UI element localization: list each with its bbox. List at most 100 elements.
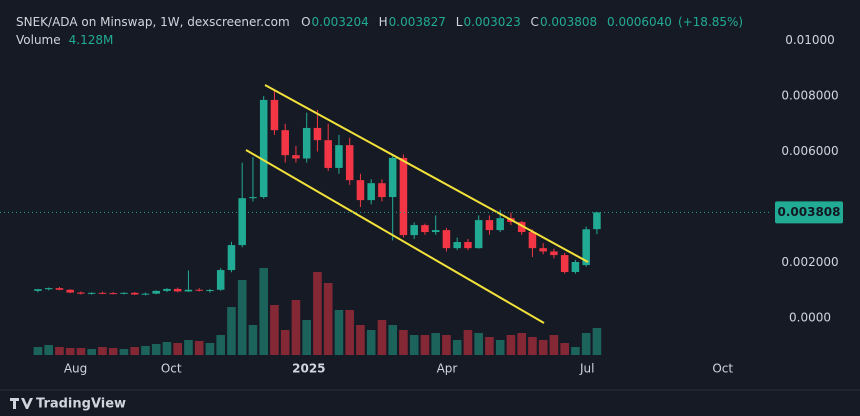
change-percent: (+18.85%): [677, 15, 744, 29]
volume-bar: [452, 339, 462, 355]
candle-body: [528, 232, 537, 249]
candle-body: [44, 288, 53, 290]
candle-body: [571, 262, 580, 273]
volume-bar: [399, 329, 408, 355]
candle-body: [163, 288, 171, 291]
volume-bar: [141, 346, 150, 355]
candle-body: [474, 220, 483, 249]
candle-body: [453, 242, 461, 249]
candle-body: [292, 155, 300, 159]
volume-bar: [44, 344, 53, 355]
candle-body: [206, 290, 214, 292]
watermark: TradingView: [36, 397, 126, 412]
x-tick-label: Oct: [161, 362, 182, 376]
volume-bar: [87, 349, 96, 355]
tradingview-logo: [10, 398, 33, 409]
volume-bar: [506, 334, 516, 355]
low-key: L: [455, 15, 463, 29]
candle-body: [87, 292, 96, 294]
x-tick-label: Jul: [579, 362, 594, 376]
open-value: 0.003204: [311, 15, 369, 29]
candle-body: [130, 292, 139, 295]
volume-bar: [474, 332, 483, 355]
logo-icon: [10, 398, 33, 409]
candle-body: [141, 293, 150, 295]
candle-body: [184, 289, 193, 292]
candle-body: [34, 289, 42, 291]
volume-bar: [581, 332, 591, 355]
volume-bar: [119, 349, 129, 355]
candle-body: [120, 292, 128, 294]
candle-body: [335, 145, 343, 168]
trend-line-upper: [264, 84, 589, 263]
volume-bar: [55, 347, 64, 355]
volume-bar: [538, 339, 548, 355]
candle-body: [496, 218, 504, 231]
candle-body: [356, 180, 365, 201]
volume-bar: [33, 347, 43, 355]
volume-bar: [366, 329, 376, 355]
volume-bar: [485, 337, 494, 355]
y-tick-label: 0.0000: [789, 311, 831, 325]
candle-body: [485, 220, 494, 231]
candle-body: [517, 222, 526, 233]
candle-body: [324, 140, 332, 168]
candle-body: [410, 225, 418, 236]
volume-bar: [592, 328, 602, 355]
candle-body: [378, 183, 386, 198]
volume-bar: [528, 337, 537, 355]
volume-bar: [248, 324, 258, 355]
volume-bar: [108, 348, 118, 355]
candle-body: [195, 289, 203, 291]
volume-bar: [194, 340, 204, 355]
volume-bar: [65, 348, 75, 355]
candle-body: [66, 289, 74, 293]
candle-body: [388, 157, 397, 198]
volume-bar: [334, 309, 344, 355]
candle-body: [582, 229, 590, 266]
candle-body: [593, 212, 601, 230]
volume-bar: [495, 339, 505, 355]
candle-body: [109, 293, 117, 295]
candle-body: [431, 230, 440, 233]
y-tick-label: 0.002000: [781, 255, 838, 269]
volume-bar: [259, 268, 268, 355]
candle-body: [173, 288, 182, 292]
volume-bar: [442, 334, 451, 355]
volume-bar: [463, 329, 473, 355]
candle-body: [560, 255, 569, 273]
y-tick-label: 0.008000: [781, 89, 838, 103]
volume-bar: [323, 282, 333, 355]
volume-bar: [184, 339, 193, 355]
candle-body: [152, 290, 160, 294]
volume-bar: [162, 341, 172, 355]
volume-bar: [560, 342, 569, 355]
volume-bar: [98, 347, 107, 355]
volume-bar: [313, 271, 322, 355]
candle-body: [281, 130, 289, 156]
candle-body: [98, 292, 107, 294]
volume-bar: [130, 347, 139, 355]
candle-body: [77, 292, 85, 294]
volume-bar: [237, 279, 247, 355]
candle-body: [345, 145, 354, 181]
candle-body: [259, 99, 268, 198]
y-tick-label: 0.01000: [785, 33, 835, 47]
volume-bar: [420, 334, 430, 355]
volume-bar: [517, 332, 526, 355]
open-key: O: [301, 15, 311, 29]
volume-bar: [227, 307, 236, 355]
volume-header: Volume 4.128M: [16, 33, 113, 47]
candle-body: [550, 251, 558, 256]
volume-bar: [205, 342, 215, 355]
volume-bar: [345, 309, 354, 355]
volume-bar: [409, 334, 419, 355]
marks: [33, 90, 602, 355]
candle-body: [464, 242, 472, 249]
candle-body: [227, 245, 236, 271]
candle-body: [302, 127, 311, 159]
trend-line-lower: [245, 149, 545, 324]
volume-last: 4.128M: [68, 33, 114, 47]
volume-bar: [151, 343, 161, 355]
